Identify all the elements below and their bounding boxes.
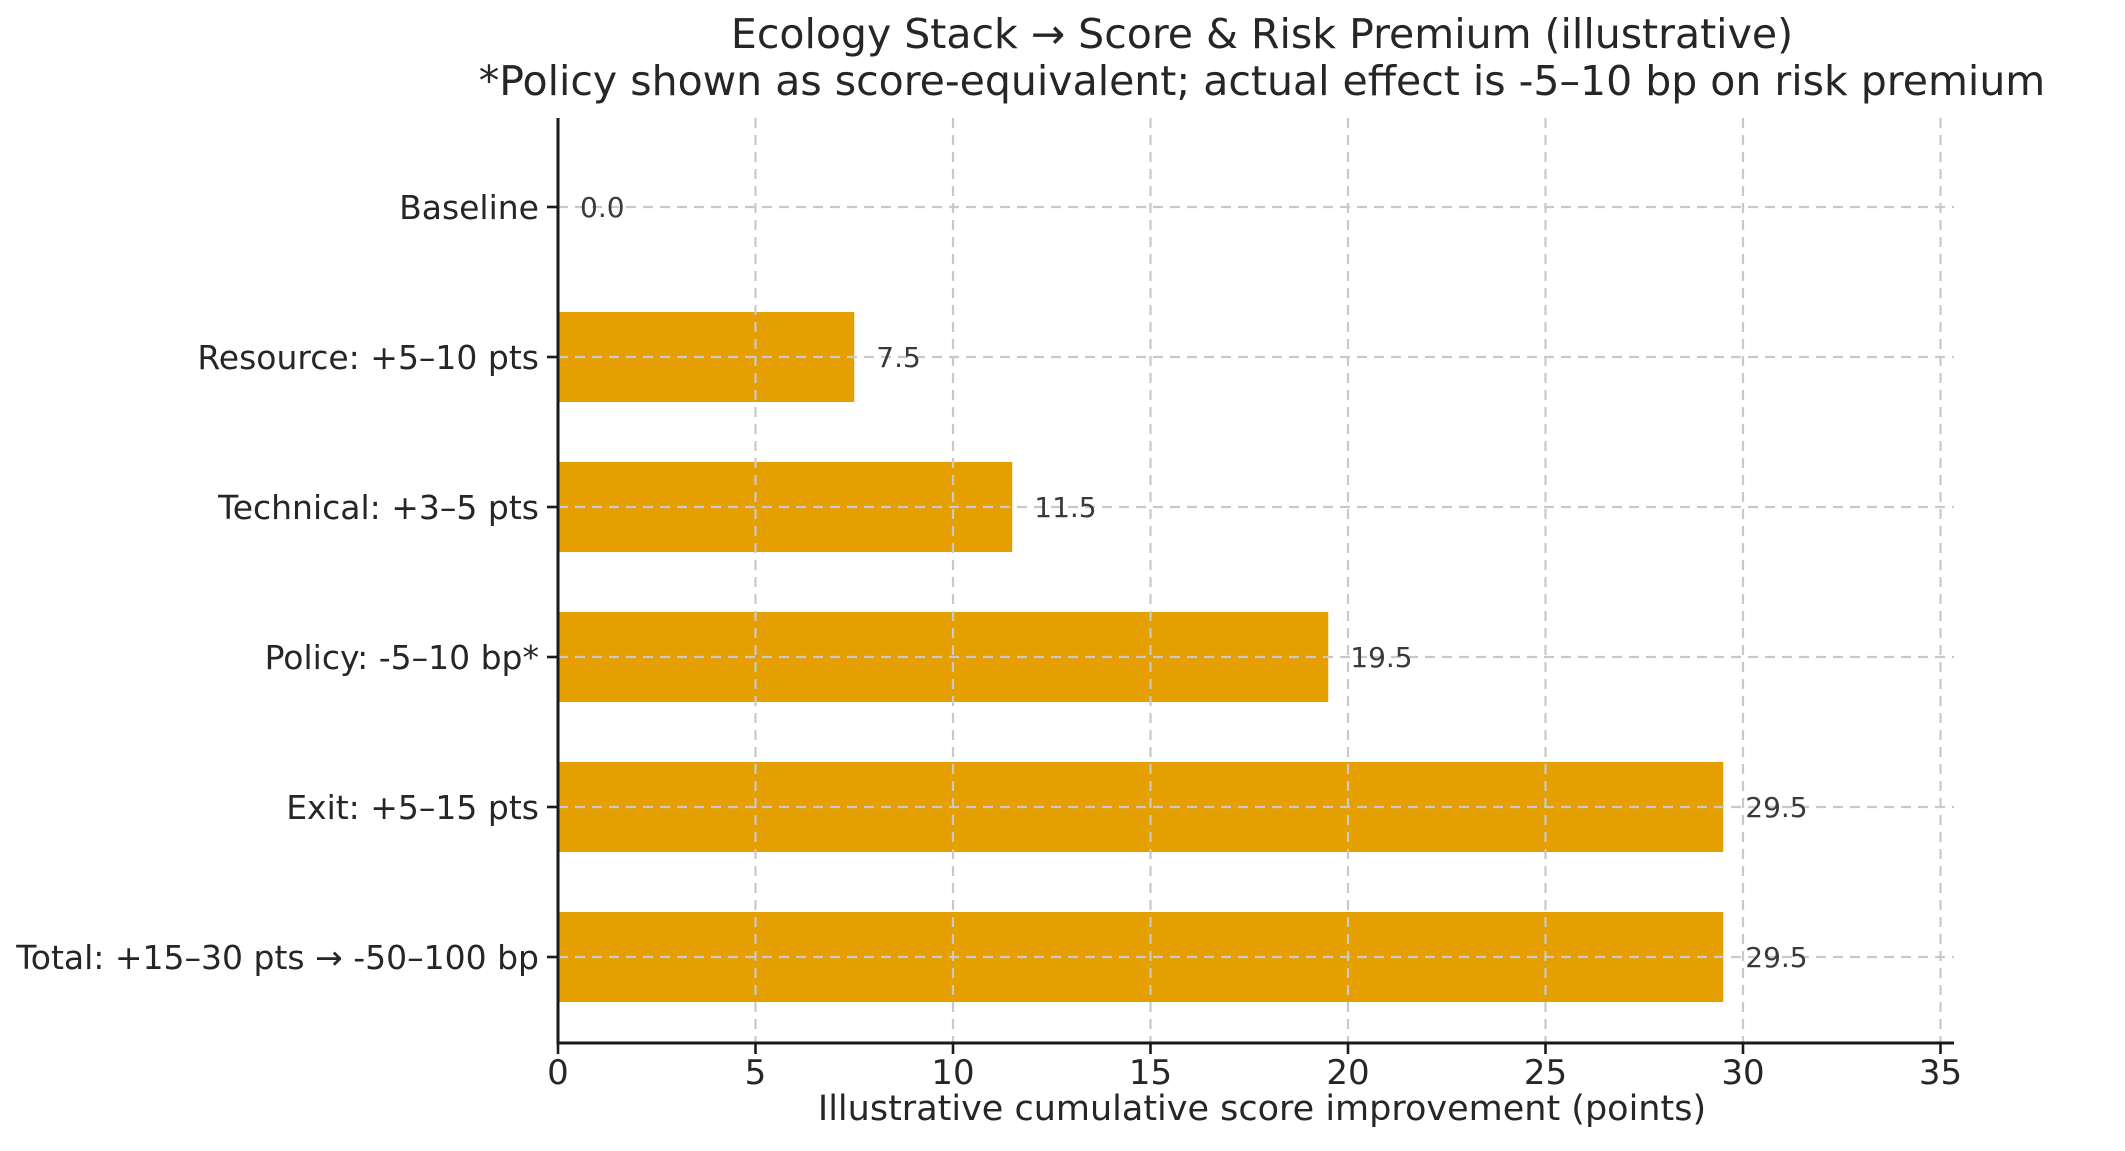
y-category-label: Total: +15–30 pts → -50–100 bp <box>15 938 539 977</box>
value-label: 0.0 <box>580 191 625 224</box>
value-label: 7.5 <box>876 341 921 374</box>
value-label: 19.5 <box>1350 641 1412 674</box>
x-tick-label: 15 <box>1129 1053 1172 1093</box>
bar <box>558 312 855 402</box>
x-tick-label: 5 <box>745 1053 767 1093</box>
value-label: 29.5 <box>1745 791 1807 824</box>
x-tick-label: 25 <box>1524 1053 1567 1093</box>
value-label: 11.5 <box>1034 491 1096 524</box>
y-category-label: Exit: +5–15 pts <box>286 788 539 827</box>
chart-subtitle: *Policy shown as score-equivalent; actua… <box>479 57 2046 105</box>
gridlines-layer <box>558 118 1954 1043</box>
x-axis-label: Illustrative cumulative score improvemen… <box>818 1089 1706 1129</box>
y-category-label: Baseline <box>399 188 539 227</box>
x-tick-label: 30 <box>1721 1053 1764 1093</box>
labels-layer: 0 5 10 15 20 25 30 35 Baseline Resource: +5–10 pt… <box>15 188 1962 1093</box>
x-tick-label: 35 <box>1919 1053 1962 1093</box>
value-label: 29.5 <box>1745 941 1807 974</box>
y-category-label: Technical: +3–5 pts <box>217 488 539 527</box>
y-category-label: Resource: +5–10 pts <box>197 338 539 377</box>
axes-layer <box>547 118 1954 1054</box>
x-tick-label: 10 <box>931 1053 974 1093</box>
y-category-label: Policy: -5–10 bp* <box>265 638 539 677</box>
x-tick-label: 20 <box>1326 1053 1369 1093</box>
chart-title: Ecology Stack → Score & Risk Premium (il… <box>731 10 1793 58</box>
x-tick-label: 0 <box>547 1053 569 1093</box>
